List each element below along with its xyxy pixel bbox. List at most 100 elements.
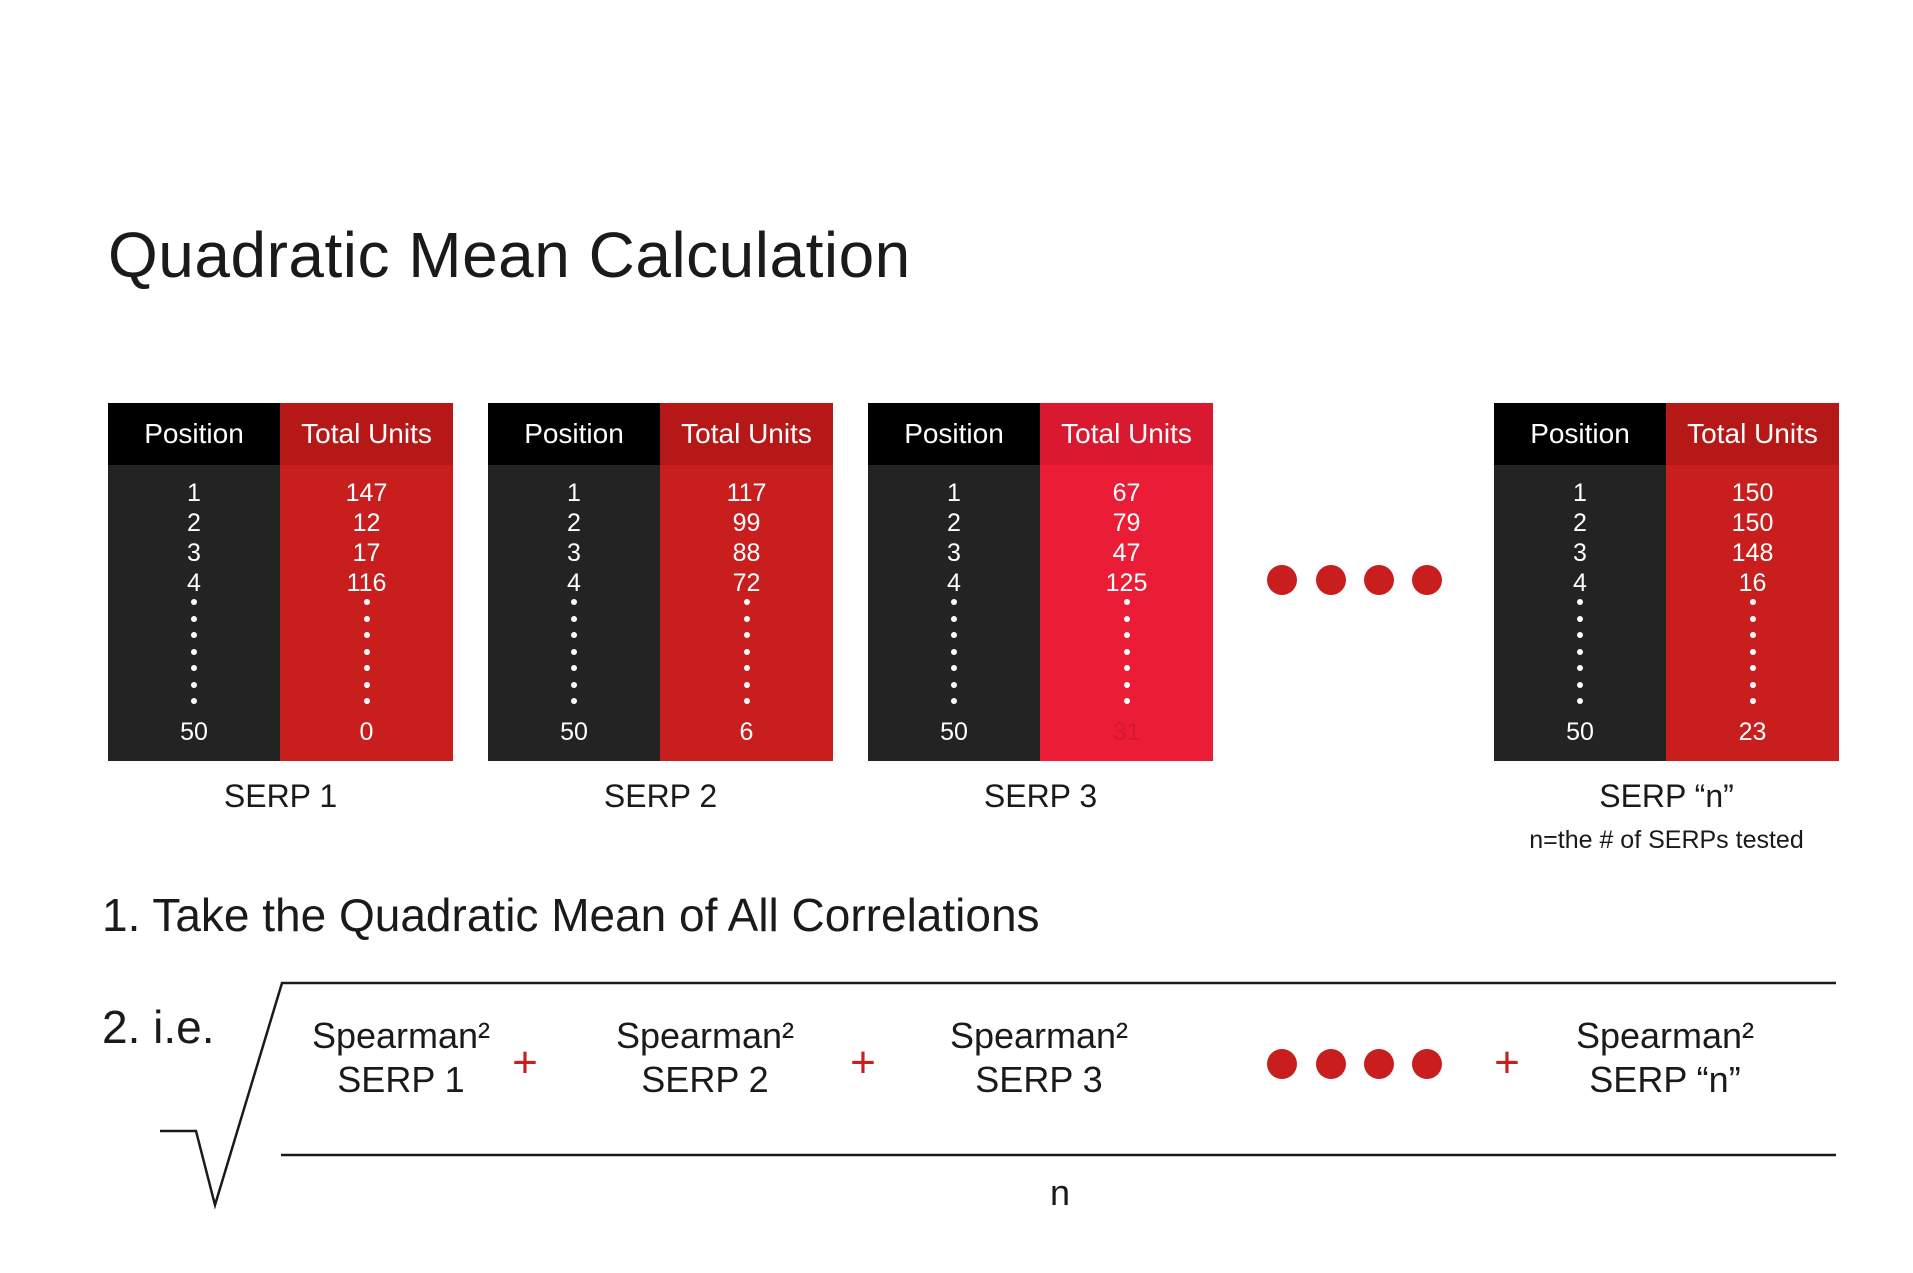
vertical-ellipsis-dot [191,648,197,655]
vertical-ellipsis-dot [363,648,370,655]
vertical-ellipsis-dot [363,698,370,704]
units-value: 47 [1112,539,1141,567]
formula-term-serp-n: Spearman² SERP “n” [1545,1014,1785,1102]
units-value: 116 [346,569,387,597]
vertical-ellipsis-dot [743,648,750,655]
plus-sign: + [512,1038,538,1087]
units-value: 12 [352,509,381,537]
position-value: 3 [567,539,581,567]
vertical-ellipsis-dot [571,632,577,638]
serp-count-note: n=the # of SERPs tested [1529,826,1804,854]
vertical-ellipsis-dot [1577,648,1583,655]
vertical-ellipsis-dot [363,665,370,671]
units-value: 150 [1731,509,1774,537]
ellipsis-dot [1316,1049,1346,1079]
page-title: Quadratic Mean Calculation [108,219,911,291]
vertical-ellipsis-dot [743,698,750,704]
vertical-ellipsis-dot [1749,681,1756,688]
total-units-column: Total Units 67 79 47 125 31 [1040,403,1213,761]
position-value: 2 [947,509,961,537]
units-value: 125 [1105,569,1148,597]
vertical-ellipsis-dot [1749,615,1756,622]
vertical-ellipsis-dot [743,665,750,671]
vertical-ellipsis-dot [1123,698,1130,704]
serp-label: SERP 3 [983,778,1098,814]
last-position-value: 50 [1566,718,1594,746]
last-position-value: 50 [940,718,968,746]
serp-table: Position 1 2 3 4 50 Total Units 147 12 17 116 0 [108,403,453,761]
vertical-ellipsis-dot [1749,632,1756,638]
units-value: 99 [732,509,761,537]
term-line1: Spearman² [615,1015,795,1056]
vertical-ellipsis-dot [1123,599,1130,605]
vertical-ellipsis-dot [191,665,197,671]
last-position-value: 50 [560,718,588,746]
vertical-ellipsis-dot [191,698,197,704]
vertical-ellipsis-dot [1123,615,1130,622]
vertical-ellipsis-dot [571,681,577,688]
units-value: 88 [732,539,761,567]
total-units-header: Total Units [1666,403,1839,465]
total-units-header: Total Units [280,403,453,465]
total-units-column: Total Units 150 150 148 16 23 [1666,403,1839,761]
position-value: 1 [947,479,961,507]
vertical-ellipsis-dot [951,665,957,671]
position-header: Position [868,403,1040,465]
total-units-header: Total Units [1040,403,1213,465]
formula-term-serp-3: Spearman² SERP 3 [919,1014,1159,1102]
position-value: 2 [567,509,581,537]
serp-label: SERP “n” [1599,778,1734,814]
term-line1: Spearman² [949,1015,1129,1056]
vertical-ellipsis-dot [1123,648,1130,655]
position-value: 3 [947,539,961,567]
units-value: 148 [1731,539,1774,567]
term-line2: SERP 2 [641,1059,769,1100]
vertical-ellipsis-dot [363,615,370,622]
formula-term-serp-1: Spearman² SERP 1 [281,1014,521,1102]
ellipsis-dot [1364,1049,1394,1079]
step-2-text: 2. i.e. [102,1001,215,1053]
vertical-ellipsis-dot [191,632,197,638]
position-column: Position 1 2 3 4 50 [868,403,1040,761]
vertical-ellipsis-dot [571,599,577,605]
vertical-ellipsis-dot [951,648,957,655]
serp-table: Position 1 2 3 4 50 Total Units 117 99 88 72 6 [488,403,833,761]
vertical-ellipsis-dot [191,599,197,605]
position-value: 2 [1573,509,1587,537]
vertical-ellipsis-dot [951,615,957,622]
plus-sign: + [1494,1038,1520,1087]
position-column: Position 1 2 3 4 50 [488,403,660,761]
position-value: 4 [187,569,201,597]
last-units-value: 0 [359,718,374,746]
vertical-ellipsis-dot [1749,599,1756,605]
vertical-ellipsis-dot [191,615,197,622]
step-1-text: 1. Take the Quadratic Mean of All Correl… [102,889,1040,941]
vertical-ellipsis-dot [191,681,197,688]
position-header: Position [1494,403,1666,465]
vertical-ellipsis-dot [743,615,750,622]
vertical-ellipsis-dot [571,698,577,704]
vertical-ellipsis-dot [1123,665,1130,671]
position-value: 1 [1573,479,1587,507]
position-column: Position 1 2 3 4 50 [1494,403,1666,761]
vertical-ellipsis-dot [743,599,750,605]
vertical-ellipsis-dot [1577,665,1583,671]
ellipsis-dot [1267,565,1297,595]
ellipsis-dot [1412,1049,1442,1079]
position-column: Position 1 2 3 4 50 [108,403,280,761]
vertical-ellipsis-dot [363,599,370,605]
position-value: 4 [1573,569,1587,597]
position-header: Position [488,403,660,465]
term-line1: Spearman² [311,1015,491,1056]
units-value: 67 [1112,479,1141,507]
vertical-ellipsis-dot [1749,698,1756,704]
ellipsis-dot [1412,565,1442,595]
position-value: 1 [187,479,201,507]
vertical-ellipsis-dot [951,681,957,688]
vertical-ellipsis-dot [1123,632,1130,638]
position-header: Position [108,403,280,465]
formula-term-serp-2: Spearman² SERP 2 [585,1014,825,1102]
vertical-ellipsis-dot [1577,681,1583,688]
units-value: 79 [1112,509,1141,537]
denominator: n [1049,1172,1071,1213]
